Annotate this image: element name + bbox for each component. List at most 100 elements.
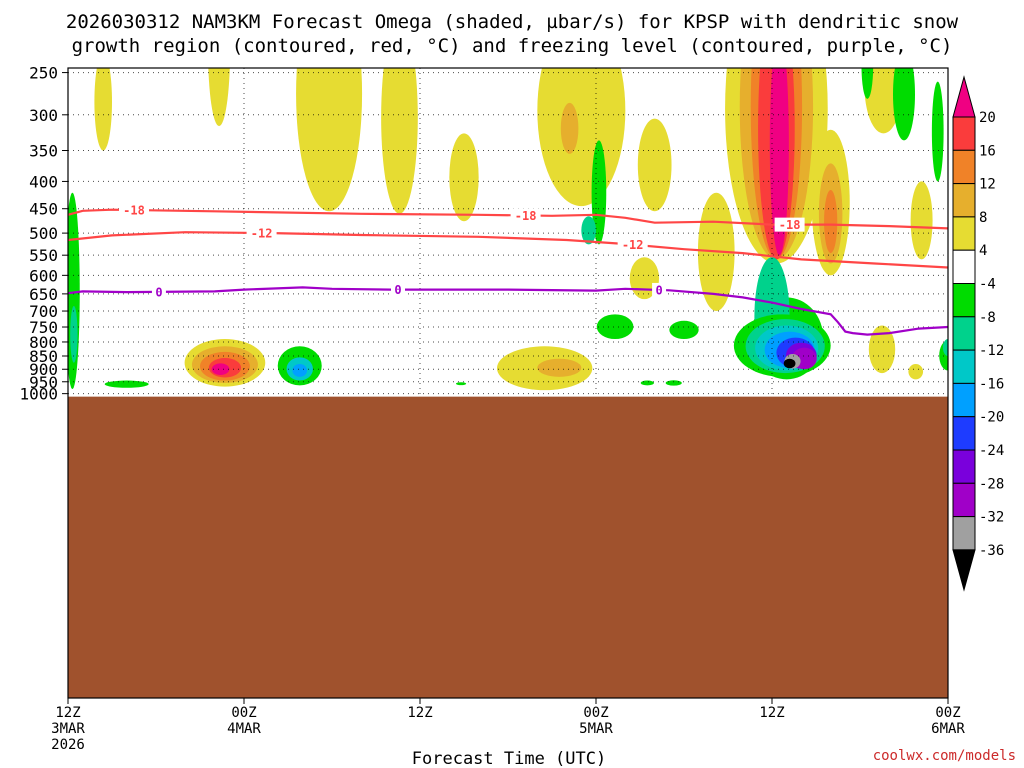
colorbar-label-8: 8 [979,210,987,226]
colorbar-bottom-arrow [952,549,976,592]
freezing-level-contour-label-0: 0 [155,285,162,299]
omega-cell-8 [537,358,582,377]
omega-shading [68,68,948,391]
colorbar-label--12: -12 [979,343,1004,359]
colorbar-label--36: -36 [979,543,1004,559]
y-tick-label-350: 350 [29,142,58,161]
colorbar-box--12 [952,349,976,384]
omega-cell--8 [581,216,597,245]
colorbar-label--16: -16 [979,376,1004,392]
y-tick-label-1000: 1000 [19,385,58,404]
omega-cell--4 [640,380,654,386]
omega-cell--16 [292,364,308,377]
colorbar-label--4: -4 [979,277,996,293]
contour--18-label-bg-1 [510,208,541,223]
contour--18-label-2: -18 [779,218,801,232]
chart-title-line-2: growth region (contoured, red, °C) and f… [72,35,953,57]
x-tick-label-36-2: 5MAR [579,721,613,737]
freezing-level-contour-label-1: 0 [394,283,401,297]
colorbar-label-12: 12 [979,177,996,193]
y-tick-label-700: 700 [29,302,58,321]
y-tick-label-850: 850 [29,347,58,366]
freezing-level-contour-label-2: 0 [655,283,662,297]
omega-cell-4 [381,68,418,214]
omega-cell-4 [908,364,924,380]
colorbar-box--28 [952,482,976,518]
x-tick-label-60-2: 6MAR [931,721,965,737]
colorbar-box-20 [952,116,976,151]
omega-cell--8 [942,339,948,357]
x-axis-label: Forecast Time (UTC) [412,749,606,768]
omega-cell--4 [669,320,699,340]
colorbar-label-20: 20 [979,110,996,126]
contour--18-label-0: -18 [123,204,145,218]
contour--12 [68,231,948,269]
x-tick-label-36-1: 00Z [583,705,608,721]
colorbar-box--8 [952,316,976,351]
x-tick-label-12-2: 4MAR [227,721,261,737]
colorbar-box-4 [952,249,976,284]
ground-surface [68,396,948,698]
omega-cell--4 [931,81,944,182]
x-tick-label-0-3: 2026 [51,737,85,753]
omega-cell-4 [449,133,479,222]
credit-text: coolwx.com/models [873,748,1016,764]
omega-cell--4 [893,68,915,141]
omega-cell--4 [665,380,682,386]
omega-cell--4 [591,140,607,245]
freezing-level-contour-label-bg-2 [652,282,667,297]
omega-cell-12 [824,189,838,254]
y-tick-label-650: 650 [29,285,58,304]
colorbar-label--28: -28 [979,476,1004,492]
colorbar-label--32: -32 [979,510,1004,526]
omega-cell--8 [70,306,78,363]
contour--12-label-1: -12 [622,238,644,252]
omega-cell-4 [910,181,933,260]
colorbar-box--32 [952,516,976,551]
plot-area: -18 -18 -18 -12 -12 0 0 0 [67,67,949,699]
omega-cell-8 [560,102,579,154]
y-tick-label-750: 750 [29,318,58,337]
colorbar-box--20 [952,416,976,451]
contour--12-label-bg-0 [246,225,277,240]
omega-cell--4 [455,382,467,386]
y-tick-label-450: 450 [29,200,58,219]
y-tick-label-400: 400 [29,172,58,191]
omega-cell--36 [783,358,796,369]
contour--12-label-0: -12 [251,226,273,240]
y-axis-ticks: 2503003504004505005506006507007508008509… [19,64,68,404]
omega-cell--4 [104,380,149,388]
colorbar-top-arrow [952,75,976,118]
colorbar-box-8 [952,216,976,251]
x-tick-label-0-1: 12Z [55,705,80,721]
contour--12-label-bg-1 [617,237,648,252]
contour--18-label-1: -18 [515,209,537,223]
colorbar-label--24: -24 [979,443,1004,459]
y-tick-label-500: 500 [29,224,58,243]
omega-cell-4 [637,118,672,212]
omega-cell--4 [861,68,874,99]
x-tick-label-60-1: 00Z [935,705,960,721]
contour-labels: -18 -18 -18 -12 -12 0 0 0 [119,203,805,299]
colorbar-label--8: -8 [979,310,996,326]
freezing-level-contour-label-bg-1 [391,282,405,297]
contour--18-label-bg-0 [119,203,149,218]
colorbar-label--20: -20 [979,410,1004,426]
omega-cell-4 [868,325,896,374]
y-tick-label-550: 550 [29,246,58,265]
colorbar-box--4 [952,283,976,318]
omega-cell-20 [211,363,230,375]
x-tick-label-24-1: 12Z [407,705,432,721]
colorbar-box-16 [952,149,976,185]
colorbar-label-16: 16 [979,143,996,159]
colorbar-box--16 [952,382,976,418]
gridlines [67,68,949,698]
y-tick-label-250: 250 [29,64,58,83]
omega-cell-4 [208,68,230,127]
omega-cell--4 [596,314,634,340]
colorbar-box-12 [952,183,976,218]
chart-title-line-1: 2026030312 NAM3KM Forecast Omega (shaded… [66,11,959,33]
omega-cell-20 [769,68,789,256]
